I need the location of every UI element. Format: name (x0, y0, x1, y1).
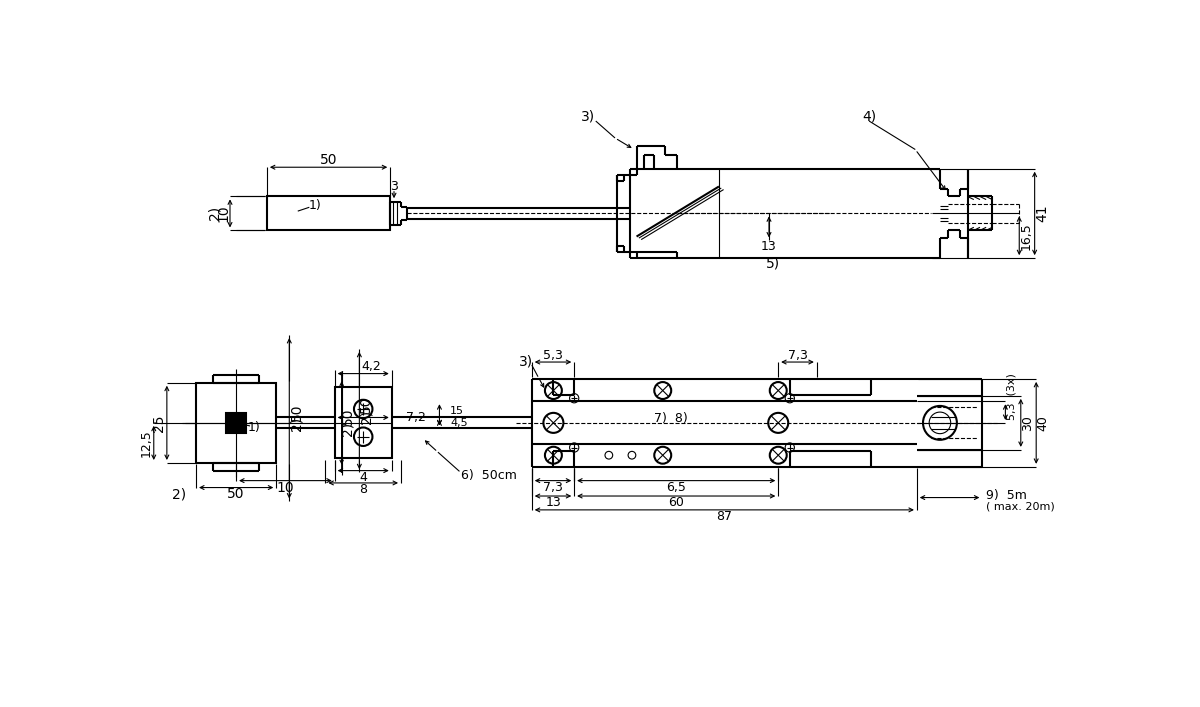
Text: 5): 5) (766, 257, 780, 271)
Text: 7)  8): 7) 8) (654, 411, 688, 425)
Text: 4): 4) (862, 110, 876, 124)
Text: 41: 41 (1036, 204, 1049, 222)
Text: 16,5: 16,5 (1020, 222, 1033, 250)
Text: 6,5: 6,5 (666, 481, 686, 494)
Bar (226, 413, 246, 433)
Text: 2): 2) (341, 422, 355, 436)
Text: 2): 2) (208, 206, 222, 221)
Text: 4,5: 4,5 (450, 418, 468, 428)
Text: 1): 1) (308, 199, 322, 212)
Text: 13: 13 (546, 496, 562, 510)
Text: 12,5: 12,5 (139, 429, 152, 457)
Text: 2): 2) (359, 409, 373, 423)
Text: 3: 3 (390, 180, 398, 193)
Text: 13: 13 (761, 240, 776, 253)
Text: 5,3: 5,3 (544, 349, 563, 361)
Text: 25: 25 (152, 414, 166, 431)
Text: 4,2: 4,2 (361, 360, 380, 373)
Text: 50: 50 (359, 396, 373, 413)
Text: 8: 8 (359, 484, 367, 496)
Text: 4: 4 (359, 471, 367, 484)
Bar (266, 197, 390, 230)
Text: 10: 10 (217, 204, 230, 222)
Text: 7,3: 7,3 (787, 349, 808, 361)
Text: 2): 2) (290, 417, 304, 431)
Text: 5,3  (3x): 5,3 (3x) (1007, 373, 1016, 420)
Text: 87: 87 (716, 510, 732, 523)
Text: 30: 30 (1021, 415, 1034, 431)
Text: 40: 40 (1037, 415, 1050, 431)
Text: 50: 50 (320, 153, 337, 168)
Text: 10: 10 (277, 481, 294, 495)
Text: 3): 3) (518, 354, 533, 368)
Text: 50: 50 (228, 488, 245, 501)
Text: 6)  50cm: 6) 50cm (461, 469, 517, 481)
Bar (335, 387, 391, 458)
Text: ( max. 20m): ( max. 20m) (986, 502, 1055, 512)
Text: 50: 50 (341, 408, 355, 426)
Bar (196, 382, 276, 463)
Text: 2): 2) (172, 488, 186, 501)
Text: 7,3: 7,3 (544, 481, 563, 494)
Text: 60: 60 (668, 496, 684, 510)
Text: 3): 3) (581, 110, 595, 124)
Text: 9)  5m: 9) 5m (986, 489, 1027, 502)
Text: 15: 15 (450, 407, 464, 416)
Text: 7,2: 7,2 (406, 411, 426, 424)
Text: 1): 1) (247, 421, 260, 434)
Text: 50: 50 (290, 403, 304, 421)
